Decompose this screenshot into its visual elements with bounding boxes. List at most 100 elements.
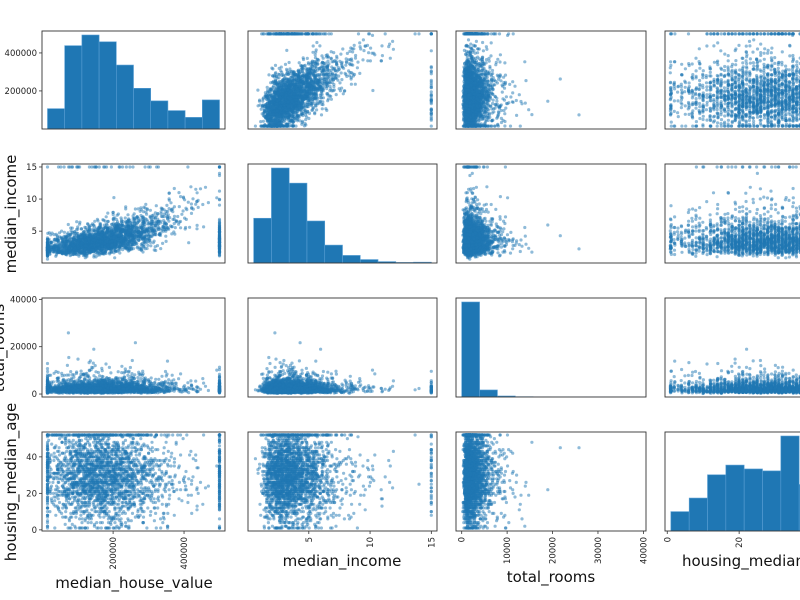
scatter-point <box>311 90 315 94</box>
scatter-point <box>292 86 296 90</box>
scatter-point <box>483 69 488 73</box>
scatter-point <box>462 112 466 116</box>
scatter-point <box>320 102 324 106</box>
scatter-point <box>338 89 342 93</box>
scatter-point <box>507 101 511 105</box>
scatter-point <box>343 89 347 93</box>
scatter-point <box>484 61 488 65</box>
scatter-point <box>290 103 294 107</box>
scatter-point <box>271 112 275 116</box>
scatter-point <box>356 32 361 36</box>
scatter-point <box>290 114 294 118</box>
scatter-point <box>491 98 495 102</box>
scatter-point <box>361 58 365 62</box>
scatter-point <box>344 57 348 61</box>
scatter-point <box>325 108 329 112</box>
scatter-point <box>497 32 502 36</box>
scatter-point <box>278 95 282 99</box>
scatter-point <box>310 60 314 64</box>
scatter-point <box>503 112 507 116</box>
scatter-point <box>268 118 272 122</box>
scatter-point <box>495 96 499 100</box>
scatter-point <box>278 83 282 87</box>
y-tick-label-median_house_value-1: 400000 <box>5 49 37 59</box>
scatter-point <box>321 84 325 88</box>
scatter-point <box>305 88 309 93</box>
scatter-point <box>282 79 286 83</box>
scatter-point <box>270 100 274 104</box>
scatter-point <box>321 79 325 83</box>
scatter-point <box>496 114 500 118</box>
scatter-point <box>289 123 293 128</box>
scatter-point <box>356 60 360 64</box>
hist-bar-median_house_value-5 <box>133 87 152 129</box>
hist-bar-median_house_value-0 <box>47 108 65 129</box>
scatter-point <box>489 72 493 76</box>
scatter-point <box>300 75 304 79</box>
scatter-point <box>332 67 336 71</box>
scatter-point <box>288 79 293 83</box>
scatter-point <box>256 88 260 92</box>
scatter-point <box>328 84 332 88</box>
y-tick-label-median_house_value-0: 200000 <box>5 87 37 97</box>
scatter-point <box>304 123 308 127</box>
scatter-point <box>328 89 332 93</box>
scatter-point <box>503 82 507 86</box>
scatter-point <box>290 99 294 104</box>
scatter-point <box>277 66 281 70</box>
scatter-point <box>285 78 289 82</box>
scatter-point <box>371 88 375 93</box>
scatter-point <box>344 63 348 67</box>
scatter-point <box>319 96 323 100</box>
hist-bar-median_house_value-3 <box>98 41 117 129</box>
scatter-point <box>503 124 507 128</box>
scatter-point <box>257 99 262 103</box>
scatter-point <box>258 103 262 107</box>
scatter-point <box>469 42 473 46</box>
scatter-point <box>317 58 321 62</box>
scatter-point <box>504 95 508 99</box>
scatter-point <box>475 61 479 65</box>
scatter-point <box>340 60 344 64</box>
scatter-point <box>546 99 550 103</box>
scatter-point <box>370 33 375 38</box>
scatter-point <box>263 91 267 95</box>
scatter-point <box>280 70 284 74</box>
scatter-point <box>304 118 308 122</box>
scatter-point <box>284 93 288 97</box>
scatter-point <box>488 104 493 108</box>
scatter-point <box>278 106 282 110</box>
scatter-point <box>301 32 305 36</box>
scatter-point <box>388 56 392 60</box>
panel-frame-0-1 <box>247 30 438 130</box>
scatter-point <box>265 101 269 105</box>
scatter-point <box>315 108 319 112</box>
scatter-point <box>472 70 477 74</box>
scatter-point <box>349 71 353 75</box>
scatter-point <box>429 124 433 128</box>
scatter-point <box>341 92 345 96</box>
scatter-point <box>320 65 324 69</box>
scatter-point <box>511 32 515 36</box>
scatter-point <box>272 32 277 36</box>
scatter-point <box>323 69 327 73</box>
scatter-point <box>473 44 477 48</box>
scatter-point <box>491 88 495 92</box>
scatter-point <box>469 47 474 51</box>
scatter-point <box>345 60 349 65</box>
scatter-point <box>334 60 338 64</box>
scatter-point <box>286 100 290 104</box>
scatter-point <box>279 124 283 128</box>
scatter-point <box>296 109 300 113</box>
scatter-point <box>429 111 433 115</box>
scatter-point <box>291 77 295 81</box>
scatter-point <box>291 107 295 112</box>
scatter-point <box>353 56 358 60</box>
scatter-point <box>500 90 504 94</box>
scatter-point <box>265 85 269 89</box>
scatter-point <box>321 70 325 74</box>
scatter-point <box>486 116 490 120</box>
scatter-point <box>266 116 270 120</box>
scatter-point <box>279 120 284 125</box>
scatter-point <box>313 61 318 66</box>
